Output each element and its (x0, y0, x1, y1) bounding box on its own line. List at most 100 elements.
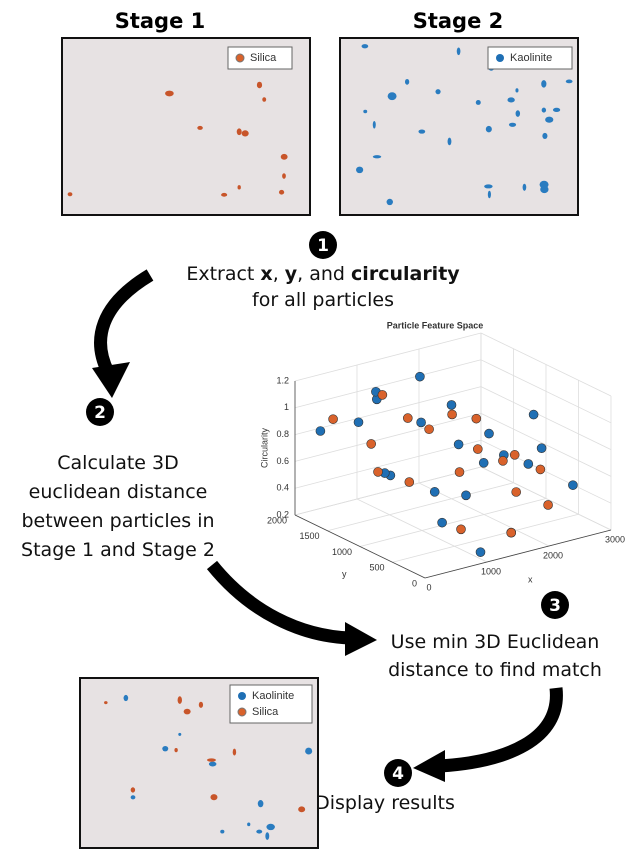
data-point (498, 456, 508, 466)
grid-line (294, 332, 482, 382)
text-segment: distance to find match (388, 659, 602, 681)
data-point (528, 409, 539, 420)
data-point (461, 490, 471, 501)
particle (247, 822, 251, 827)
arrow-head (345, 622, 377, 656)
data-point (402, 413, 413, 423)
y-tick-label: 0 (412, 578, 417, 588)
text-segment: euclidean distance (29, 481, 208, 503)
particle (198, 701, 204, 708)
particle (484, 184, 493, 189)
particle (67, 192, 73, 197)
grid-line (327, 482, 514, 532)
particle (515, 110, 521, 117)
text-segment: Extract (186, 263, 260, 285)
particle (177, 696, 182, 704)
particle (418, 129, 426, 134)
arrow-head (413, 750, 445, 782)
data-point (447, 409, 457, 420)
step-number: 1 (317, 236, 329, 256)
particle (123, 694, 129, 702)
particle (542, 132, 548, 140)
data-point (437, 517, 447, 528)
particle (174, 748, 178, 753)
particle (221, 192, 228, 197)
particle (241, 130, 249, 137)
x-tick-label: 3000 (605, 534, 625, 544)
step-text: Display results (315, 792, 455, 814)
particle (475, 99, 481, 105)
arrow (94, 269, 154, 375)
particle (280, 153, 288, 160)
particle (507, 97, 515, 103)
step-badge (384, 759, 412, 787)
particle (220, 829, 225, 834)
particle (404, 78, 410, 85)
grid-line (392, 513, 579, 563)
particle (552, 107, 561, 113)
legend-box (229, 684, 313, 724)
particle (485, 125, 492, 133)
text-segment: , (273, 263, 285, 285)
x-tick-label: 0 (426, 582, 431, 592)
particle (265, 832, 270, 840)
particle (210, 794, 218, 801)
particle (565, 79, 573, 84)
legend-label: Silica (252, 706, 279, 718)
chart-title: Particle Feature Space (387, 320, 484, 330)
particle (541, 80, 547, 88)
particles (67, 44, 573, 840)
data-point (416, 417, 426, 428)
z-tick-label: 0.8 (276, 429, 289, 439)
legend-box (487, 46, 573, 70)
particle (545, 116, 554, 123)
axis-line (424, 529, 612, 579)
particle (257, 800, 264, 808)
particle (162, 745, 169, 752)
legend-label: Kaolinite (510, 52, 552, 64)
particle (386, 198, 393, 206)
particle (487, 190, 491, 199)
data-point (472, 444, 483, 454)
particle (232, 748, 237, 756)
particle (361, 44, 369, 49)
data-point (471, 413, 482, 424)
grid-line (294, 466, 482, 516)
data-point (404, 477, 415, 487)
data-point (446, 400, 457, 410)
data-point (568, 480, 578, 490)
step-badge (86, 398, 114, 426)
text-segment: Display results (315, 792, 455, 814)
particle (197, 125, 203, 130)
data-point (511, 487, 522, 497)
arrow (439, 687, 563, 773)
grid-line (294, 359, 482, 409)
step-text: Stage 1 and Stage 2 (21, 539, 215, 561)
legend-marker (237, 707, 247, 717)
z-tick-label: 0.2 (276, 509, 289, 519)
step-text: for all particles (252, 289, 394, 311)
step-text: between particles in (21, 510, 214, 532)
text-segment: Calculate 3D (57, 452, 179, 474)
y-tick-label: 1000 (332, 547, 352, 557)
data-point (454, 467, 465, 477)
legend-label: Kaolinite (252, 690, 294, 702)
data-point (328, 414, 338, 424)
data-point (424, 424, 434, 435)
x-axis-label: x (528, 574, 533, 584)
data-point (373, 467, 383, 477)
grid-line (294, 439, 482, 489)
particle (456, 47, 461, 56)
arrow (206, 560, 351, 645)
particle (435, 89, 441, 95)
particle (256, 829, 263, 834)
text-segment: Use min 3D Euclidean (391, 631, 600, 653)
particle (130, 795, 136, 800)
data-point (535, 464, 546, 475)
data-point (366, 439, 377, 449)
data-point (429, 487, 440, 497)
particle (262, 97, 267, 102)
particle (539, 180, 549, 189)
y-axis-label: y (342, 569, 347, 579)
data-point (509, 450, 520, 460)
